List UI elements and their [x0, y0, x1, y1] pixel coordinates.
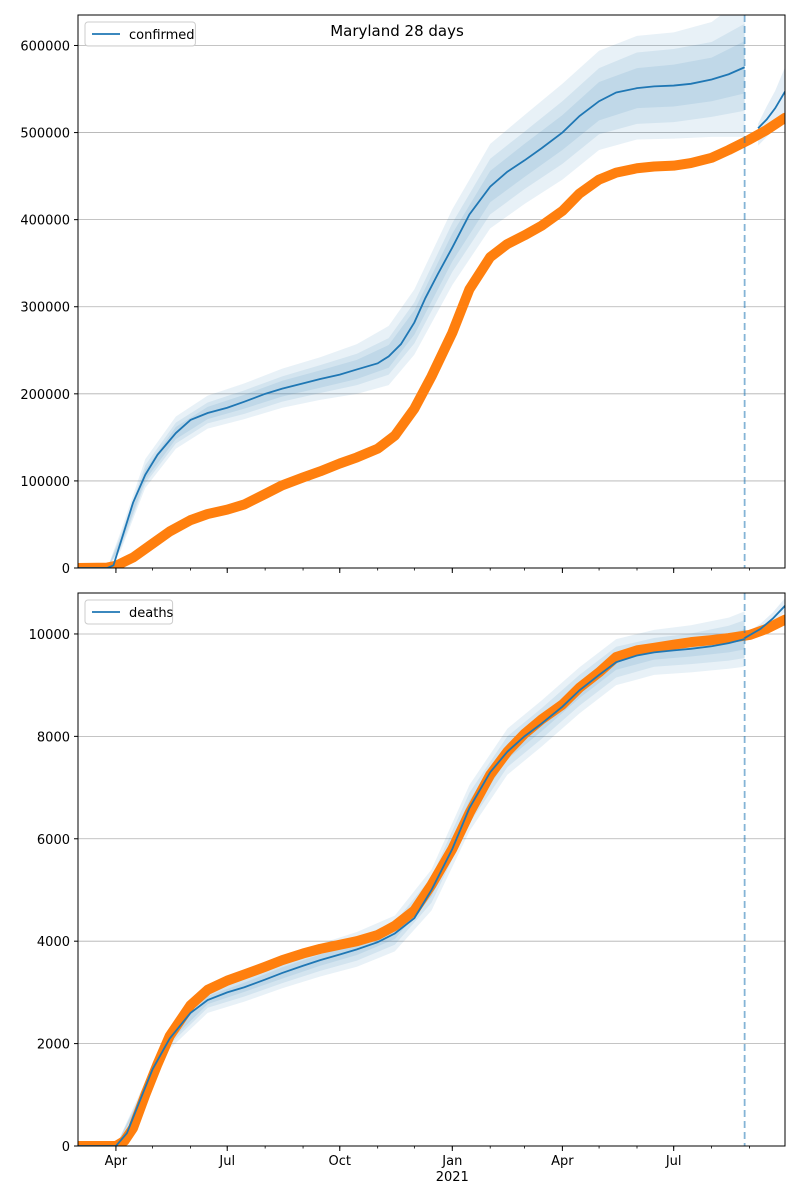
- confirmed-ytick-label: 100000: [20, 475, 70, 490]
- deaths-xtick-label: Oct: [329, 1154, 351, 1169]
- deaths-plot-area: [78, 598, 785, 1146]
- confirmed-panel: 0 100000 200000 300000 400000 500000 600000 con…: [20, 14, 786, 577]
- deaths-ytick-label: 6000: [37, 833, 70, 848]
- deaths-ytick-label: 10000: [29, 628, 70, 643]
- confirmed-ytick-label: 300000: [20, 301, 70, 316]
- deaths-legend-box: [84, 599, 174, 625]
- deaths-ytick-label: 2000: [37, 1038, 70, 1053]
- deaths-legend-label: deaths: [129, 606, 174, 621]
- confirmed-legend-label: confirmed: [129, 28, 195, 43]
- deaths-model-line: [78, 638, 745, 1146]
- deaths-ytick-label: 4000: [37, 935, 70, 950]
- confirmed-ytick-label: 400000: [20, 214, 70, 229]
- confirmed-forecast-line: [757, 91, 785, 129]
- deaths-xtick-label: Jul: [218, 1154, 235, 1169]
- deaths-ytick-label: 0: [62, 1140, 70, 1155]
- confirmed-ytick-label: 200000: [20, 388, 70, 403]
- deaths-xtick-label: Apr: [551, 1154, 574, 1169]
- confirmed-uncertainty-band-0: [78, 15, 745, 568]
- figure-title: Maryland 28 days: [330, 22, 464, 40]
- confirmed-ytick-label: 0: [62, 562, 70, 577]
- confirmed-legend-box: [84, 21, 196, 47]
- deaths-axes-frame: [77, 592, 786, 1147]
- deaths-observed-series: [78, 614, 785, 1146]
- deaths-xtick-label: Jan: [441, 1154, 462, 1169]
- deaths-xtick-label: Jul: [665, 1154, 682, 1169]
- deaths-xtick-label: Apr: [105, 1154, 128, 1169]
- deaths-forecast-line: [744, 605, 785, 639]
- confirmed-axes-frame: [77, 14, 786, 569]
- confirmed-observed-series: [78, 112, 785, 568]
- confirmed-uncertainty-band-2: [78, 41, 745, 568]
- deaths-ytick-label: 8000: [37, 730, 70, 745]
- confirmed-uncertainty-band-1: [78, 23, 745, 568]
- confirmed-ytick-label: 500000: [20, 127, 70, 142]
- confirmed-ytick-label: 600000: [20, 39, 70, 54]
- confirmed-model-line: [78, 66, 745, 568]
- deaths-xtick-year-label: 2021: [436, 1170, 469, 1185]
- confirmed-plot-area: [78, 15, 785, 568]
